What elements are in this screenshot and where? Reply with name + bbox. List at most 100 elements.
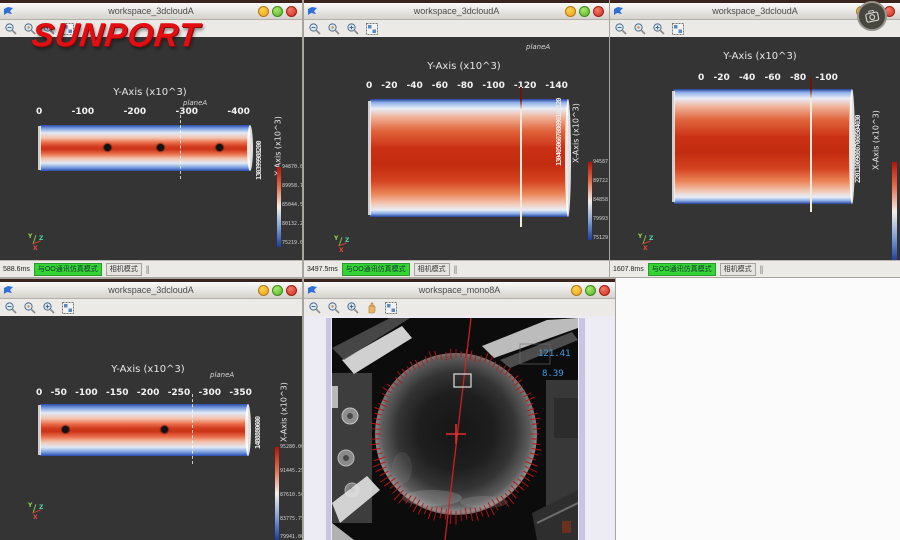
pan-hand-icon[interactable] xyxy=(365,301,379,315)
pointcloud-view[interactable]: Y-Axis (x10^3) 0-20-40-60-80-100 2201100… xyxy=(610,37,900,261)
cycle-time: 1607.8ms xyxy=(613,266,644,273)
tick: -80 xyxy=(457,81,473,91)
colorbar-label: 79993.50 xyxy=(593,216,609,222)
zoom-in-icon[interactable] xyxy=(346,22,360,36)
mode-badge: 相机模式 xyxy=(106,263,142,276)
y-axis-title: Y-Axis (x10^3) xyxy=(364,61,564,72)
tick: -150 xyxy=(106,388,129,398)
plane-marker-line xyxy=(192,394,193,464)
y-axis-ticks: 0-20-40-60-80-100 xyxy=(698,73,838,83)
tick: -60 xyxy=(432,81,448,91)
x-axis-title: X-Axis (x10^3) xyxy=(278,376,290,448)
tick: -60 xyxy=(764,73,780,83)
tick: 0 xyxy=(36,388,42,398)
tick: -40 xyxy=(407,81,423,91)
measurement-value-2: 8.39 xyxy=(542,369,564,379)
close-button[interactable] xyxy=(599,285,610,296)
heatmap-band xyxy=(674,89,852,204)
app-icon xyxy=(3,6,14,16)
titlebar[interactable]: workspace_mono8A xyxy=(304,282,615,299)
tick: -250 xyxy=(168,388,191,398)
maximize-button[interactable] xyxy=(272,6,283,17)
defect-dot xyxy=(157,144,164,151)
axis-x-label: X xyxy=(339,247,344,254)
tick: -50 xyxy=(51,388,67,398)
window-3dcloud-4: workspace_3dcloudA Y-Axis (x10^3) planeA… xyxy=(0,279,302,540)
x-axis-title: X-Axis (x10^3) xyxy=(570,99,582,167)
minimize-button[interactable] xyxy=(565,6,576,17)
close-button[interactable] xyxy=(286,285,297,296)
status-bar: 588.6ms 与OO通讯仿真模式 相机模式 || xyxy=(0,260,302,277)
zoom-out-icon[interactable] xyxy=(308,301,322,315)
maximize-button[interactable] xyxy=(272,285,283,296)
cycle-time: 588.6ms xyxy=(3,266,30,273)
comm-status-badge: 与OO通讯仿真模式 xyxy=(34,263,102,276)
zoom-reset-icon[interactable] xyxy=(633,22,647,36)
minimize-button[interactable] xyxy=(571,285,582,296)
zoom-reset-icon[interactable] xyxy=(23,301,37,315)
colorbar-label: 87610.50 xyxy=(280,492,302,498)
titlebar[interactable]: workspace_3dcloudA xyxy=(304,3,609,20)
separator: || xyxy=(146,264,149,274)
camera-viewer[interactable]: 121.41 8.39 xyxy=(304,316,615,540)
colorbar-label: 75129.00 xyxy=(593,235,609,241)
desktop: workspace_3dcloudA SUNPORT Y-Axis (x10^3… xyxy=(0,0,900,540)
fit-view-icon[interactable] xyxy=(671,22,685,36)
plane-label: planeA xyxy=(183,99,207,107)
x-axis-title: X-Axis (x10^3) xyxy=(870,105,882,175)
zoom-out-icon[interactable] xyxy=(4,22,18,36)
minimize-button[interactable] xyxy=(258,285,269,296)
tick: -200 xyxy=(124,107,147,117)
mode-badge: 相机模式 xyxy=(720,263,756,276)
tick: -100 xyxy=(72,107,95,117)
tick: -100 xyxy=(815,73,838,83)
axis-z-label: Z xyxy=(345,237,349,244)
pointcloud-view[interactable]: Y-Axis (x10^3) planeA 0-100-200-300-400 … xyxy=(0,37,302,261)
pointcloud-view[interactable]: Y-Axis (x10^3) planeA 0-50-100-150-200-2… xyxy=(0,316,302,540)
window-title: workspace_3dcloudA xyxy=(0,285,302,295)
y-axis-ticks: 0-50-100-150-200-250-300-350 xyxy=(36,388,252,398)
defect-dot xyxy=(62,426,69,433)
close-button[interactable] xyxy=(593,6,604,17)
colorbar-label: 89722.50 xyxy=(593,178,609,184)
tick: 0 xyxy=(366,81,372,91)
tick: -350 xyxy=(229,388,252,398)
zoom-out-icon[interactable] xyxy=(614,22,628,36)
viewer-edge-strip xyxy=(579,318,585,540)
zoom-in-icon[interactable] xyxy=(652,22,666,36)
app-icon xyxy=(613,6,624,16)
titlebar[interactable]: workspace_3dcloudA xyxy=(0,282,302,299)
axis-z-label: Z xyxy=(649,235,653,242)
mode-badge: 相机模式 xyxy=(414,263,450,276)
fit-view-icon[interactable] xyxy=(61,301,75,315)
zoom-reset-icon[interactable] xyxy=(327,22,341,36)
colorbar-label: 79941.00 xyxy=(280,534,302,540)
x-axis-tick-stack: 130405060708090100120 xyxy=(553,67,565,197)
tick: -300 xyxy=(199,388,222,398)
plane-marker-line xyxy=(810,77,812,212)
zoom-in-icon[interactable] xyxy=(42,301,56,315)
fit-view-icon[interactable] xyxy=(384,301,398,315)
defect-dot xyxy=(216,144,223,151)
heatmap-band xyxy=(40,404,248,456)
axis-triad: Y Z X xyxy=(26,233,56,255)
maximize-button[interactable] xyxy=(585,285,596,296)
fit-view-icon[interactable] xyxy=(365,22,379,36)
axis-triad: Y Z X xyxy=(332,235,362,257)
zoom-reset-icon[interactable] xyxy=(327,301,341,315)
colorbar xyxy=(588,162,592,240)
x-axis-tick-stack: 130399988200 xyxy=(253,113,265,208)
camera-image[interactable]: 121.41 8.39 xyxy=(332,318,578,540)
minimize-button[interactable] xyxy=(258,6,269,17)
screen-record-indicator[interactable] xyxy=(857,1,887,31)
pointcloud-view[interactable]: planeA Y-Axis (x10^3) 0-20-40-60-80-100-… xyxy=(304,37,609,261)
zoom-out-icon[interactable] xyxy=(4,301,18,315)
close-button[interactable] xyxy=(286,6,297,17)
zoom-in-icon[interactable] xyxy=(346,301,360,315)
axis-z-label: Z xyxy=(39,235,43,242)
tick: -400 xyxy=(227,107,250,117)
maximize-button[interactable] xyxy=(579,6,590,17)
axis-triad: Y Z X xyxy=(26,502,56,524)
window-3dcloud-3: workspace_3dcloudA Y-Axis (x10^3) 0-20- xyxy=(610,0,900,277)
zoom-out-icon[interactable] xyxy=(308,22,322,36)
